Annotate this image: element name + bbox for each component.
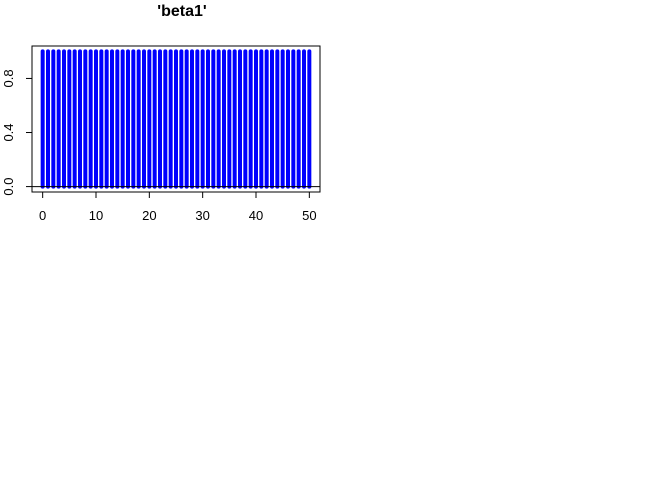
x-tick-label: 30: [195, 208, 209, 223]
x-tick-label: 10: [89, 208, 103, 223]
x-tick-label: 50: [302, 208, 316, 223]
x-tick-label: 20: [142, 208, 156, 223]
x-axis: 0 10 20 30 40 50: [39, 192, 317, 223]
x-tick-label: 40: [249, 208, 263, 223]
y-tick-label: 0.4: [1, 123, 16, 141]
y-axis: 0.0 0.4 0.8: [1, 69, 32, 196]
plot-frame: [31, 45, 321, 193]
y-tick-label: 0.8: [1, 69, 16, 87]
bar-group: [40, 49, 312, 189]
y-tick-label: 0.0: [1, 178, 16, 196]
chart-title: 'beta1': [157, 3, 206, 20]
x-tick-label: 0: [39, 208, 46, 223]
